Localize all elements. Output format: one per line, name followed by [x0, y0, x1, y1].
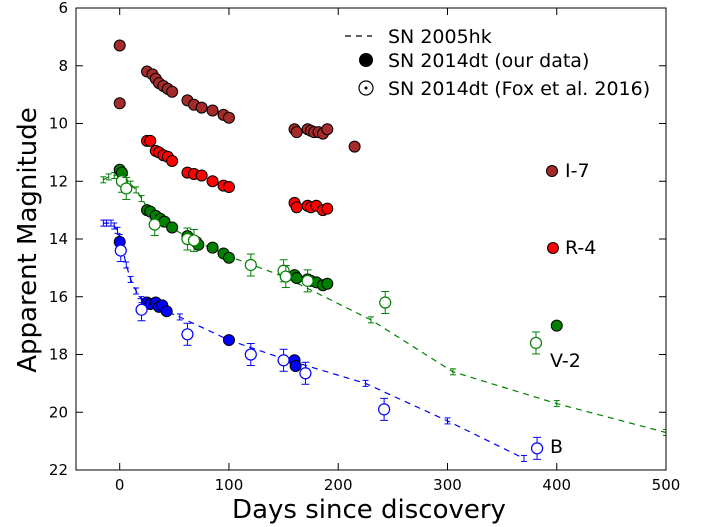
point-v-fox	[120, 182, 133, 195]
point-i-our	[348, 140, 361, 153]
band-label-b: B	[550, 436, 563, 458]
y-tick-label: 8	[58, 57, 68, 75]
point-i-our	[113, 97, 126, 110]
x-tick-label: 300	[433, 476, 462, 494]
point-v-fox	[187, 234, 201, 247]
y-tick-label: 6	[58, 0, 68, 17]
point-i-our	[321, 123, 334, 136]
point-r-our	[321, 202, 334, 215]
legend: SN 2005hk SN 2014dt (our data) SN 2014dt…	[345, 26, 650, 100]
band-label-r: R-4	[565, 237, 596, 259]
point-v-fox	[148, 218, 161, 231]
point-r-our	[144, 134, 157, 147]
x-tick-label: 200	[324, 476, 353, 494]
point-i-our	[206, 104, 219, 117]
y-axis-label: Apparent Magnitude	[13, 107, 43, 373]
y-tick-label: 10	[49, 115, 68, 133]
point-v-our	[550, 319, 563, 332]
point-i-our	[166, 85, 179, 98]
y-tick-label: 20	[49, 403, 68, 421]
point-v-fox	[529, 336, 543, 350]
point-i-our	[222, 111, 235, 124]
point-b-fox	[299, 367, 312, 380]
point-v-fox	[301, 274, 314, 287]
y-tick-label: 18	[49, 346, 68, 364]
x-tick-label: 400	[542, 476, 571, 494]
x-tick-label: 0	[115, 476, 125, 494]
point-v-fox	[379, 296, 392, 309]
point-b-our	[222, 334, 235, 347]
point-r-our	[222, 181, 235, 194]
point-r-our	[206, 175, 219, 188]
point-r-our	[195, 169, 208, 182]
series-layer	[100, 39, 666, 462]
x-tick-label: 500	[652, 476, 681, 494]
y-tick-label: 16	[49, 288, 68, 306]
point-b-fox	[181, 328, 194, 341]
point-b-fox	[114, 244, 127, 257]
point-b-fox	[135, 303, 148, 316]
point-r-our	[166, 155, 179, 168]
legend-swatch-fox-dot	[364, 86, 368, 90]
point-b-our	[160, 305, 173, 318]
point-b-our	[289, 360, 302, 373]
point-i-our	[195, 101, 208, 114]
series-line-b-sn2005hk	[103, 222, 525, 460]
point-b-fox	[277, 354, 290, 367]
point-v-our	[290, 271, 303, 284]
point-b-fox	[244, 348, 257, 361]
legend-label-sn2005hk: SN 2005hk	[388, 26, 492, 48]
band-label-v: V-2	[550, 350, 581, 372]
point-v-our	[166, 221, 179, 234]
point-b-fox	[530, 442, 544, 455]
y-tick-label: 22	[49, 461, 68, 479]
legend-label-fox: SN 2014dt (Fox et al. 2016)	[388, 78, 650, 100]
legend-swatch-our-data	[359, 53, 373, 67]
point-v-our	[321, 277, 334, 290]
axes-layer: 0 100 200 300 400 500 6 8 10 12 14 16 18 20 22	[49, 0, 680, 494]
point-i-our	[290, 126, 303, 139]
band-marker-i	[546, 165, 558, 177]
x-axis-label: Days since discovery	[232, 495, 506, 525]
point-b-fox	[378, 403, 391, 416]
point-v-fox	[279, 270, 292, 283]
point-v-our	[222, 251, 235, 264]
band-label-i: I-7	[565, 160, 590, 182]
band-labels: I-7 R-4 V-2 B	[546, 160, 596, 458]
legend-label-our-data: SN 2014dt (our data)	[388, 50, 589, 72]
y-tick-label: 12	[49, 172, 68, 190]
point-v-fox	[244, 258, 257, 272]
point-i-our	[113, 39, 126, 52]
y-tick-label: 14	[49, 230, 68, 248]
point-v-our	[206, 241, 219, 254]
x-tick-label: 100	[215, 476, 244, 494]
point-r-our	[290, 201, 303, 214]
band-marker-r	[547, 242, 559, 254]
legend-swatch-fox	[358, 80, 374, 96]
